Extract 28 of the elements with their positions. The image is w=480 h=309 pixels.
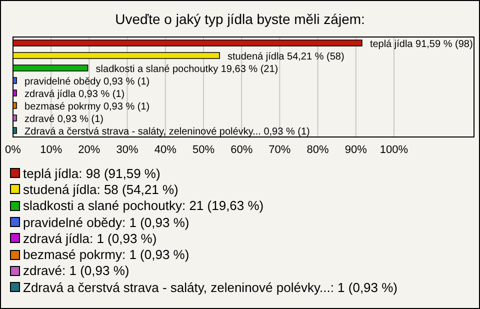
text: pravidelné obědy: 1 (0,93 %)	[23, 214, 190, 230]
data-label: pravidelné obědy 0,93 % (1)	[24, 76, 150, 88]
text: zdravé: 1 (0,93 %)	[23, 263, 130, 278]
text: sladkosti a slané pochoutky: 21 (19,63 %)	[23, 198, 264, 214]
data-label: sladkosti a slané pochoutky 19,63 % (21)	[96, 64, 278, 75]
x-tick-label: 0%	[5, 144, 22, 156]
text: bezmasé pokrmy: 1 (0,93 %)	[23, 247, 190, 262]
data-label: Zdravá a čerstvá strava - saláty, zeleninové polévky... 0,93 % (1)	[24, 126, 310, 138]
text: teplá jídla: 98 (91,59 %)	[23, 166, 160, 181]
data-label: teplá jídla 91,59 % (98)	[370, 39, 473, 50]
x-tick-label: 100%	[380, 144, 408, 156]
x-tick-label: 20%	[78, 144, 100, 156]
text: studená jídla: 58 (54,21 %)	[23, 182, 178, 197]
x-tick-label: 60%	[230, 144, 253, 156]
x-tick-label: 50%	[192, 144, 215, 156]
data-label: studená jídla 54,21 % (58)	[228, 52, 344, 62]
data-label: zdravé 0,93 % (1)	[24, 114, 104, 125]
x-tick-label: 70%	[268, 144, 291, 156]
text: zdravá jídla: 1 (0,93 %)	[23, 230, 157, 246]
text: Zdravá a čerstvá strava - saláty, zeleninové polévky...: 1 (0,93 %)	[23, 280, 398, 295]
x-tick-label: 80%	[306, 144, 330, 156]
x-tick-label: 40%	[154, 144, 177, 156]
chart-title: Uveďte o jaký typ jídla byste měli zájem:	[114, 11, 366, 29]
x-tick-label: 10%	[40, 144, 62, 156]
x-tick-label: 30%	[116, 144, 139, 156]
data-label: bezmasé pokrmy 0,93 % (1)	[24, 102, 150, 112]
x-tick-label: 90%	[344, 144, 368, 156]
data-label: zdravá jídla 0,93 % (1)	[24, 89, 125, 100]
